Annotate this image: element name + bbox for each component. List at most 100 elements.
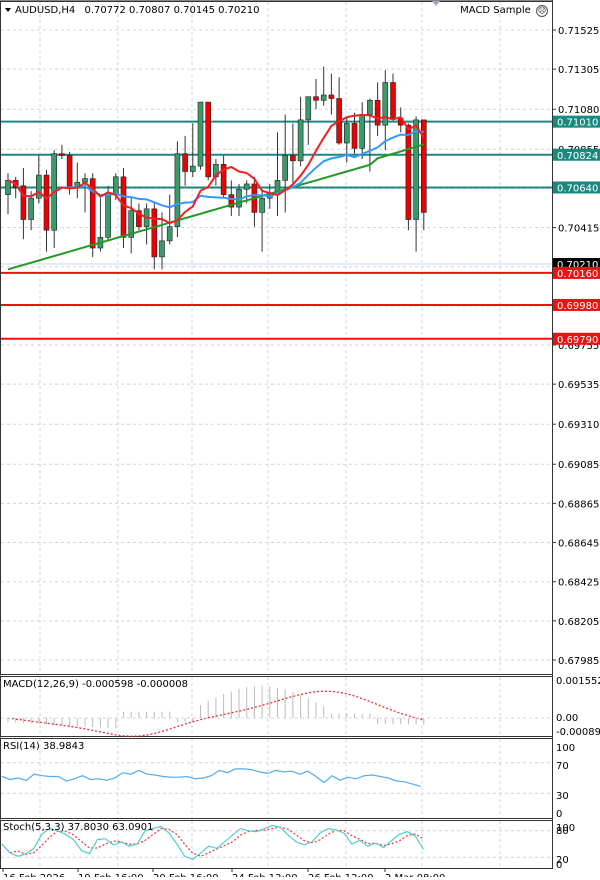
price-tick-label: 0.69535 (558, 380, 599, 391)
expert-name: MACD Sample (460, 5, 531, 16)
bull-candle (105, 194, 111, 238)
stoch-tick-label: 0 (556, 860, 562, 871)
time-tick-label: 20 Feb 16:00 (153, 873, 219, 877)
stoch-signal-line (1, 826, 424, 857)
stoch-tick-label: 100 (556, 823, 575, 834)
chart-shift-marker-icon[interactable] (432, 1, 440, 6)
bull-candle (359, 114, 366, 149)
ma-slow-line (7, 143, 425, 271)
rsi-tick-label: 100 (556, 743, 575, 754)
bull-candle (128, 210, 134, 238)
price-level-label: 0.70824 (557, 151, 598, 162)
bull-candle (343, 123, 350, 144)
bear-candle (220, 164, 227, 195)
bear-candle (120, 176, 127, 238)
ohlc-close: 0.70210 (218, 5, 260, 16)
price-tick-label: 0.69755 (558, 341, 599, 352)
time-tick-label: 19 Feb 16:00 (78, 873, 144, 877)
price-level-label: 0.70640 (557, 184, 598, 195)
bear-candle (66, 155, 73, 188)
bear-candle (313, 96, 319, 101)
symbol-label: AUDUSD,H4 (15, 5, 76, 16)
bear-candle (59, 153, 65, 156)
price-tick-label: 0.71525 (558, 26, 599, 37)
price-level-badge (553, 148, 600, 161)
bull-candle (190, 165, 196, 172)
expert-advisor-label[interactable]: MACD Sample ☹ (460, 5, 548, 17)
bull-candle (5, 180, 11, 195)
price-tick-label: 0.68865 (558, 499, 599, 510)
bull-candle (382, 82, 389, 126)
dropdown-triangle-icon[interactable] (5, 8, 11, 12)
price-level-label: 0.70160 (557, 269, 598, 280)
price-level-label: 0.69790 (557, 335, 598, 346)
price-level-label: 0.71010 (557, 118, 598, 129)
bull-candle (166, 226, 173, 242)
bear-candle (228, 194, 235, 208)
ohlc-open: 0.70772 (84, 5, 126, 16)
price-tick-label: 0.70415 (558, 224, 599, 235)
price-level-badge (553, 266, 600, 279)
stoch-tick-label: 80 (556, 826, 569, 837)
ma-fast-line (7, 113, 425, 225)
macd-signal-line (7, 690, 424, 737)
stoch-tick-label: 20 (556, 855, 569, 866)
price-tick-label: 0.67985 (558, 656, 599, 667)
bear-candle (205, 101, 211, 178)
time-tick-label: 26 Feb 12:00 (308, 873, 374, 877)
bear-candle (351, 123, 358, 149)
price-tick-label: 0.71305 (558, 65, 599, 76)
symbol-header: AUDUSD,H4 0.70772 0.70807 0.70145 0.7021… (5, 5, 259, 16)
price-tick-label: 0.69085 (558, 460, 599, 471)
sad-face-icon: ☹ (536, 5, 548, 17)
macd-tick-label: 0.001552 (556, 676, 600, 687)
price-level-badge (553, 115, 600, 128)
rsi-tick-label: 70 (556, 761, 569, 772)
time-tick-label: 2 Mar 08:00 (385, 873, 445, 877)
ohlc-high: 0.70807 (129, 5, 171, 16)
macd-tick-label: -0.00089 (556, 727, 600, 738)
bear-candle (374, 99, 381, 126)
price-level-badge (553, 332, 600, 345)
price-level-label: 0.69980 (557, 301, 598, 312)
price-level-badge (553, 181, 600, 194)
bull-candle (305, 96, 312, 121)
time-tick-label: 24 Feb 12:00 (232, 873, 298, 877)
price-tick-label: 0.69310 (558, 420, 599, 431)
bull-candle (413, 119, 419, 220)
bull-candle (174, 153, 181, 227)
price-tick-label: 0.71080 (558, 105, 599, 116)
rsi-line (1, 768, 421, 787)
bull-candle (159, 240, 165, 258)
ohlc-low: 0.70145 (173, 5, 215, 16)
bull-candle (113, 176, 119, 195)
price-level-label: 0.70210 (557, 260, 598, 271)
rsi-tick-label: 30 (556, 791, 569, 802)
bear-candle (89, 178, 96, 249)
bull-candle (367, 99, 373, 115)
bear-candle (20, 185, 27, 220)
bull-candle (35, 174, 42, 199)
price-tick-label: 0.68425 (558, 578, 599, 589)
bull-candle (282, 155, 289, 181)
rsi-label: RSI(14) 38.9843 (3, 741, 85, 752)
bear-candle (390, 82, 396, 119)
bull-candle (320, 94, 327, 101)
bear-candle (151, 208, 158, 258)
bull-candle (243, 183, 250, 190)
bull-candle (28, 197, 34, 220)
bear-candle (136, 210, 142, 227)
bear-candle (43, 174, 50, 231)
bear-candle (182, 153, 188, 172)
price-tick-label: 0.68205 (558, 617, 599, 628)
macd-tick-label: 0.00 (556, 713, 578, 724)
bull-candle (259, 197, 265, 213)
stoch-label: Stoch(5,3,3) 37.8030 63.0901 (3, 822, 154, 833)
bear-candle (328, 94, 335, 99)
time-tick-label: 16 Feb 2026 (3, 873, 65, 877)
rsi-tick-label: 0 (556, 809, 562, 820)
price-level-badge (553, 298, 600, 311)
bull-candle (297, 119, 304, 162)
